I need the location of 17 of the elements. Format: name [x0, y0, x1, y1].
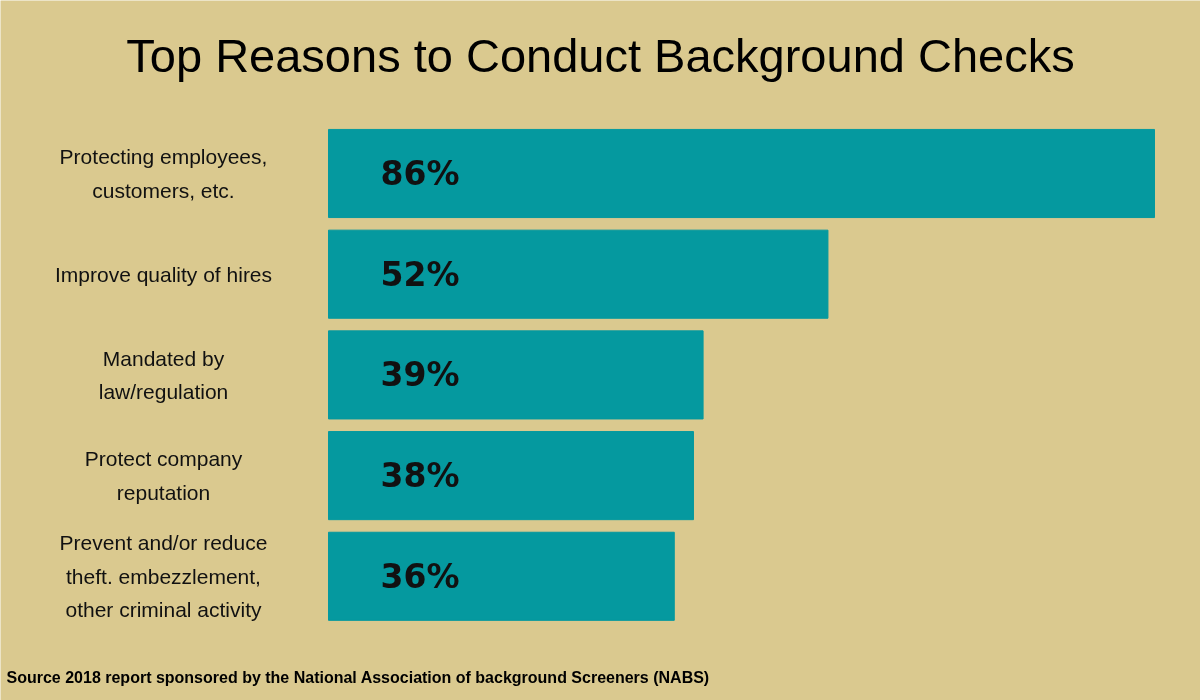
y-tick-label: Improve quality of hires	[54, 262, 273, 286]
y-tick-label: Protect company reputation	[84, 447, 243, 504]
bar	[328, 229, 829, 319]
bar	[328, 431, 694, 521]
bar	[328, 128, 1155, 219]
data-label: 39%	[380, 355, 460, 395]
data-label: 38%	[380, 456, 460, 496]
y-tick-label: Mandated by law/regulation	[98, 346, 229, 404]
source-note: Source 2018 report sponsored by the National Association of background Screeners (NABS)	[6, 669, 710, 686]
y-tick-label: Prevent and/or reduce theft. embezzlement, other criminal activity	[59, 531, 268, 622]
chart-title: Top Reasons to Conduct Background Checks	[126, 29, 1075, 82]
bar	[328, 330, 704, 420]
data-label: 52%	[380, 254, 460, 294]
data-label: 86%	[380, 154, 460, 193]
y-tick-label: Protecting employees, customers, etc.	[59, 145, 268, 202]
data-label: 36%	[380, 556, 460, 596]
bar	[328, 531, 675, 621]
